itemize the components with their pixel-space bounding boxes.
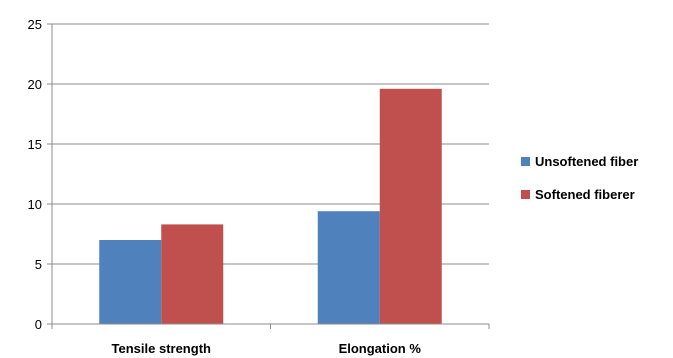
y-tick-label: 5 (35, 257, 42, 272)
legend-label: Softened fiberer (535, 187, 635, 202)
bars (99, 88, 442, 324)
axes (47, 23, 490, 329)
x-category-label: Tensile strength (112, 341, 212, 356)
y-axis-ticks: 0 5 10 15 20 25 (28, 17, 42, 332)
y-tick-label: 25 (28, 17, 42, 32)
bar-unsoftened-0 (99, 240, 162, 324)
x-category-label: Elongation % (339, 341, 422, 356)
legend-label: Unsoftened fiber (535, 154, 638, 169)
bar-softened-0 (161, 224, 224, 324)
y-tick-label: 15 (28, 137, 42, 152)
x-axis-labels: Tensile strength Elongation % (112, 341, 422, 356)
y-tick-label: 10 (28, 197, 42, 212)
legend-swatch (521, 157, 530, 166)
bar-softened-1 (379, 88, 442, 324)
legend-swatch (521, 190, 530, 199)
bar-unsoftened-1 (317, 211, 380, 324)
legend: Unsoftened fiber Softened fiberer (521, 154, 638, 202)
y-tick-label: 0 (35, 317, 42, 332)
y-tick-label: 20 (28, 77, 42, 92)
